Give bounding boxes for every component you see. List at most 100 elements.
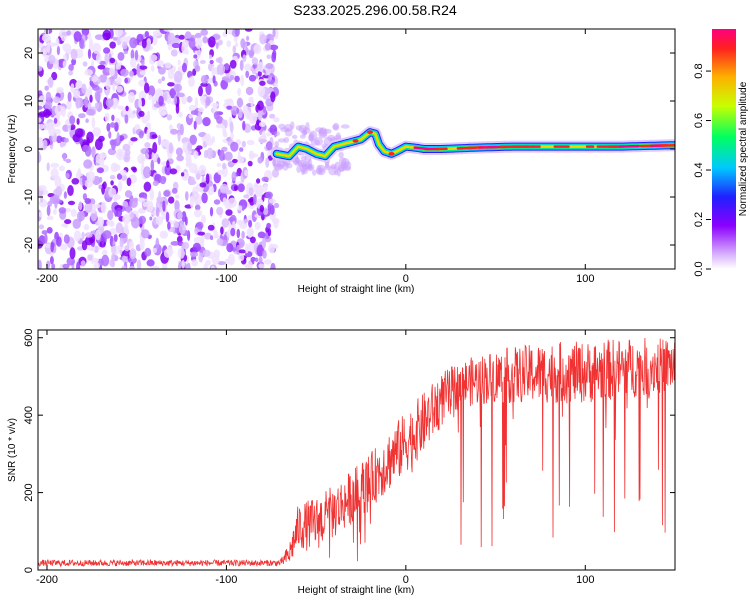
noise-blob (245, 86, 254, 96)
noise-blob (200, 82, 208, 87)
noise-blob (190, 110, 198, 115)
noise-blob (186, 262, 191, 269)
noise-blob (265, 157, 270, 168)
noise-blob (172, 37, 181, 44)
noise-blob (216, 162, 222, 167)
noise-blob (193, 54, 198, 59)
noise-blob (100, 201, 107, 214)
noise-blob (81, 231, 85, 240)
noise-blob (177, 247, 185, 259)
noise-blob (67, 185, 74, 196)
noise-blob (136, 63, 140, 75)
noise-blob (82, 174, 86, 187)
noise-blob (41, 230, 48, 235)
noise-blob (177, 59, 181, 66)
noise-blob (102, 29, 111, 41)
snr-ytick-label: 0 (23, 567, 35, 573)
noise-blob (56, 45, 61, 56)
transition-blob (309, 130, 318, 141)
noise-blob (146, 128, 150, 141)
noise-blob (255, 257, 259, 263)
noise-blob (232, 220, 236, 231)
noise-blob (250, 256, 256, 262)
noise-blob (156, 60, 165, 67)
noise-blob (258, 138, 268, 143)
noise-blob (87, 254, 93, 261)
noise-blob (63, 191, 67, 199)
noise-blob (258, 256, 263, 264)
spectrogram-xtick-label: -200 (36, 273, 58, 285)
noise-blob (38, 123, 44, 130)
noise-blob (70, 209, 77, 217)
transition-blob (295, 125, 303, 131)
noise-blob (119, 238, 124, 248)
snr-data (38, 337, 675, 568)
snr-xtick-label: -200 (36, 574, 58, 586)
noise-blob (114, 29, 123, 38)
noise-blob (168, 142, 174, 154)
noise-blob (170, 49, 178, 57)
noise-blob (190, 251, 199, 257)
noise-blob (109, 174, 116, 180)
noise-blob (239, 59, 244, 71)
noise-blob (262, 105, 267, 114)
noise-blob (165, 211, 170, 223)
noise-blob (234, 29, 240, 37)
noise-blob (73, 230, 82, 242)
noise-blob (92, 127, 102, 137)
noise-blob (146, 259, 155, 267)
noise-blob (115, 77, 122, 84)
transition-blob (312, 169, 317, 176)
transition-blob (301, 130, 307, 136)
noise-blob (89, 38, 93, 51)
noise-blob (258, 263, 265, 269)
noise-blob (169, 124, 173, 131)
noise-blob (72, 218, 81, 229)
noise-blob (140, 148, 150, 155)
noise-blob (128, 92, 135, 103)
noise-blob (230, 141, 239, 152)
noise-blob (46, 162, 50, 172)
noise-blob (163, 29, 173, 32)
noise-blob (48, 125, 56, 137)
noise-blob (270, 91, 276, 103)
noise-blob (80, 260, 86, 267)
noise-blob (244, 29, 253, 32)
noise-blob (205, 138, 214, 146)
noise-blob (117, 180, 123, 192)
noise-blob (241, 230, 245, 239)
noise-blob (158, 95, 164, 107)
noise-blob (41, 33, 51, 43)
noise-blob (245, 243, 249, 254)
noise-blob (237, 219, 244, 226)
noise-blob (218, 149, 225, 162)
transition-blob (341, 158, 350, 168)
noise-blob (132, 110, 136, 115)
noise-blob (232, 45, 237, 54)
noise-blob (119, 36, 128, 44)
noise-blob (38, 138, 44, 149)
noise-blob (195, 37, 203, 49)
noise-blob (198, 85, 203, 97)
noise-blob (38, 224, 45, 230)
noise-blob (123, 223, 129, 236)
noise-blob (189, 134, 197, 145)
noise-blob (273, 219, 279, 229)
noise-blob (194, 199, 199, 206)
noise-blob (171, 187, 178, 194)
noise-blob (117, 52, 125, 61)
noise-blob (87, 48, 92, 59)
noise-blob (113, 196, 118, 202)
noise-blob (246, 35, 250, 41)
noise-blob (129, 248, 137, 260)
transition-blob (318, 128, 327, 135)
transition-blob (304, 162, 312, 170)
noise-blob (52, 208, 57, 215)
noise-blob (44, 101, 52, 110)
noise-blob (270, 262, 276, 269)
noise-blob (194, 204, 201, 211)
colorbar-axes: 0.0 0.2 0.4 0.6 0.8 (693, 63, 711, 277)
noise-blob (138, 97, 143, 109)
noise-blob (193, 209, 203, 218)
